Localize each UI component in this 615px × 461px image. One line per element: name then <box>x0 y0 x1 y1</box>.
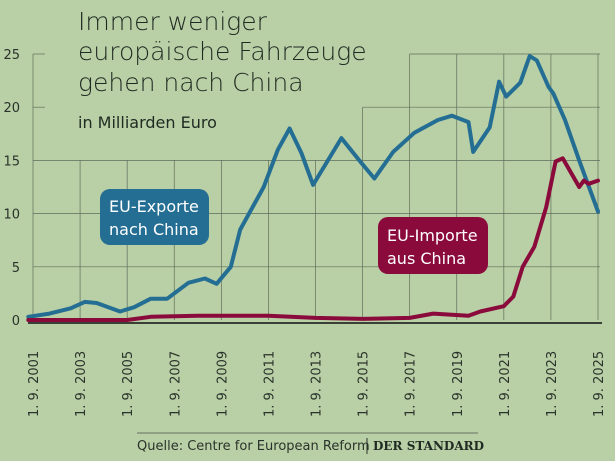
chart-title-line-3: gehen nach China <box>78 68 304 97</box>
x-tick-label: 1. 9. 2023 <box>545 351 560 417</box>
series-lines <box>26 54 600 322</box>
y-tick-label: 20 <box>3 101 20 116</box>
x-tick-label: 1. 9. 2025 <box>592 351 607 417</box>
label-exports-line-1: EU-Exporte <box>109 197 199 216</box>
series-exports-line <box>26 54 600 319</box>
x-tick-label: 1. 9. 2007 <box>168 351 183 417</box>
series-imports-line <box>26 156 600 322</box>
y-tick-label: 5 <box>12 261 20 276</box>
x-tick-label: 1. 9. 2005 <box>121 351 136 417</box>
chart-subtitle: in Milliarden Euro <box>78 113 217 132</box>
y-tick-label: 15 <box>3 154 20 169</box>
label-imports: EU-Importe aus China <box>378 217 488 274</box>
x-tick-label: 1. 9. 2009 <box>215 351 230 417</box>
chart-title-line-1: Immer weniger <box>78 7 268 36</box>
brand-logo: DER STANDARD <box>373 439 484 453</box>
chart-title-line-2: europäische Fahrzeuge <box>78 37 367 66</box>
label-imports-line-1: EU-Importe <box>387 226 478 245</box>
x-tick-label: 1. 9. 2019 <box>451 351 466 417</box>
y-tick-label: 0 <box>12 314 20 329</box>
x-tick-label: 1. 9. 2001 <box>27 351 42 417</box>
grid <box>28 53 602 324</box>
x-tick-label: 1. 9. 2015 <box>357 351 372 417</box>
y-tick-label: 10 <box>3 208 20 223</box>
source-text: Quelle: Centre for European Reform <box>137 439 370 454</box>
x-tick-label: 1. 9. 2013 <box>310 351 325 417</box>
x-axis: 1. 9. 2001 1. 9. 2003 1. 9. 2005 1. 9. 2007… <box>27 351 607 417</box>
x-tick-label: 1. 9. 2011 <box>262 351 277 417</box>
x-tick-label: 1. 9. 2017 <box>404 351 419 417</box>
label-imports-line-2: aus China <box>387 249 466 268</box>
y-axis: 0 5 10 15 20 25 <box>3 48 20 329</box>
label-exports-line-2: nach China <box>109 220 199 239</box>
y-tick-label: 25 <box>3 48 20 63</box>
x-tick-label: 1. 9. 2021 <box>498 351 513 417</box>
label-exports: EU-Exporte nach China <box>100 189 209 245</box>
x-tick-label: 1. 9. 2003 <box>74 351 89 417</box>
